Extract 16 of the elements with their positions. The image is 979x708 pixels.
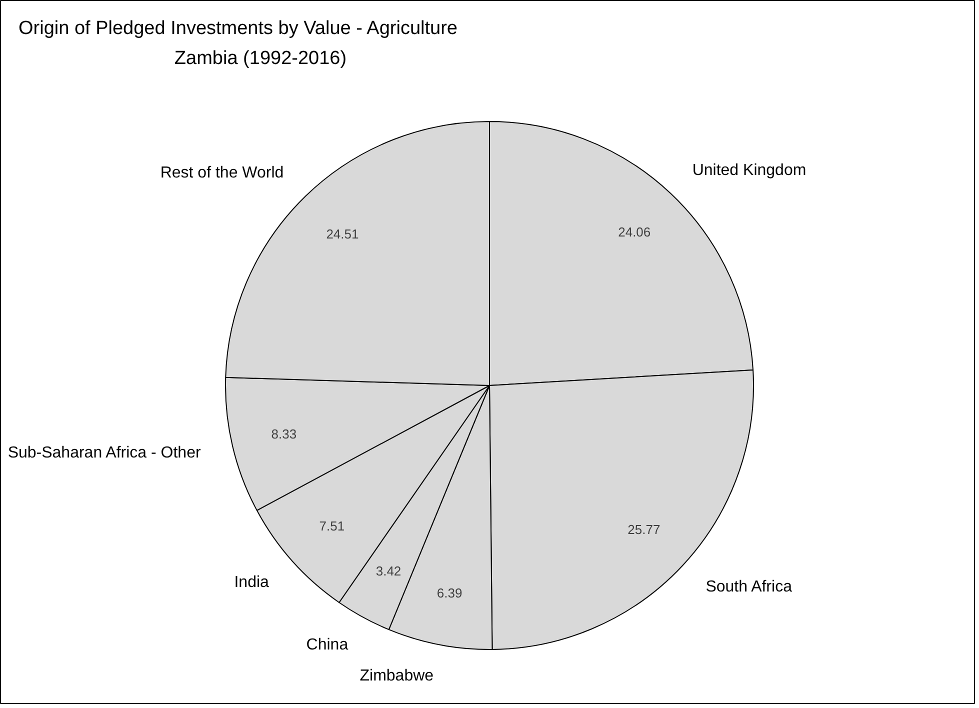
data-label: 8.33 <box>271 426 297 442</box>
data-label: 24.51 <box>326 226 359 242</box>
chart-subtitle: Zambia (1992-2016) <box>174 48 347 69</box>
data-label: 24.06 <box>618 224 651 240</box>
slice-label: China <box>306 636 348 654</box>
data-label: 6.39 <box>436 585 462 600</box>
slice-label: Zimbabwe <box>360 667 434 684</box>
slice-label: Sub-Saharan Africa - Other <box>8 444 202 462</box>
data-label: 3.42 <box>376 563 402 578</box>
chart-title: Origin of Pledged Investments by Value - Agriculture <box>18 18 458 39</box>
data-label: 25.77 <box>628 522 660 538</box>
slice-label: South Africa <box>706 578 792 596</box>
slice-label: Rest of the World <box>160 164 284 182</box>
data-label: 7.51 <box>319 518 345 534</box>
slice-label: United Kingdom <box>692 162 806 179</box>
slice-label: India <box>234 574 270 591</box>
